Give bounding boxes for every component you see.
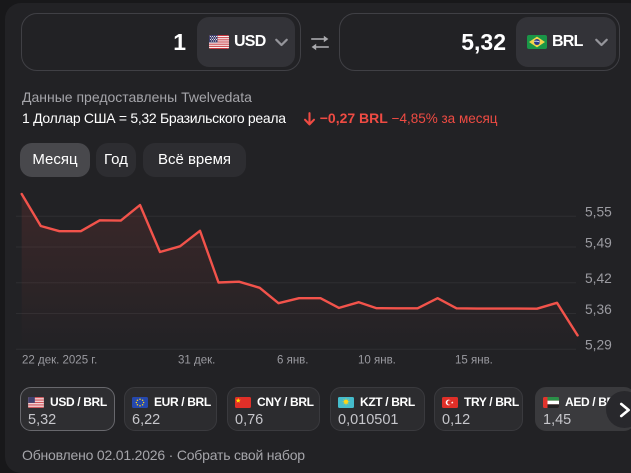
- svg-text:22 дек. 2025 г.: 22 дек. 2025 г.: [22, 355, 97, 367]
- svg-text:5,55: 5,55: [585, 205, 612, 220]
- svg-text:31 дек.: 31 дек.: [178, 355, 215, 367]
- svg-text:15 янв.: 15 янв.: [455, 355, 493, 367]
- svg-text:6 янв.: 6 янв.: [277, 355, 308, 367]
- svg-text:5,29: 5,29: [585, 338, 612, 353]
- svg-text:5,49: 5,49: [585, 235, 612, 250]
- svg-text:5,42: 5,42: [585, 271, 612, 286]
- svg-text:5,36: 5,36: [585, 302, 612, 317]
- svg-text:10 янв.: 10 янв.: [358, 355, 396, 367]
